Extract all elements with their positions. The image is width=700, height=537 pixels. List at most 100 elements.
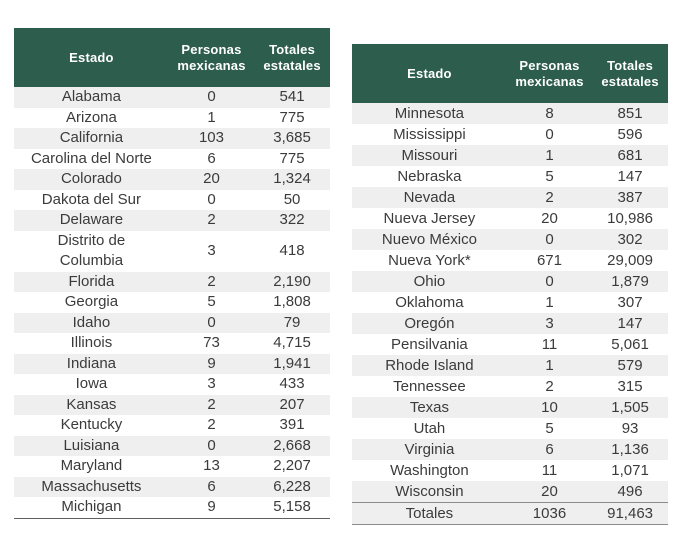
personas-mexicanas-cell: 1 <box>545 357 554 374</box>
personas-mexicanas-cell: 6 <box>207 477 216 495</box>
estado-cell: Carolina del Norte <box>30 149 152 167</box>
estado-cell: Kansas <box>66 395 117 413</box>
personas-mexicanas-cell: 1 <box>545 294 554 311</box>
table-body-right: Minnesota 8 851 Mississippi 0 596 Missouri 1 681… <box>352 103 668 525</box>
personas-mexicanas-cell: 73 <box>203 334 220 351</box>
table-row: Illinois 73 4,715 <box>14 333 330 354</box>
table-row: Pensilvania 11 5,061 <box>352 334 668 355</box>
estado-cell: Totales <box>352 502 507 525</box>
personas-mexicanas-cell: 9 <box>207 354 216 372</box>
totales-estatales-cell: 5,158 <box>254 497 330 519</box>
estado-cell: Illinois <box>70 334 113 351</box>
table-row: Alabama 0 541 <box>14 87 330 108</box>
table-row: Oklahoma 1 307 <box>352 292 668 313</box>
estado-cell: Nebraska <box>397 168 462 185</box>
estado-cell: Nueva York* <box>388 252 471 269</box>
totales-estatales-cell: 307 <box>617 294 643 311</box>
table-row: Washington 11 1,071 <box>352 460 668 481</box>
totales-estatales-cell: 541 <box>279 88 305 105</box>
header-personas-mexicanas: Personas mexicanas <box>168 28 255 87</box>
totales-estatales-cell: 302 <box>617 231 643 248</box>
personas-mexicanas-cell: 0 <box>545 231 554 248</box>
personas-mexicanas-cell: 3 <box>207 375 216 392</box>
estado-cell: Washington <box>390 462 469 479</box>
estado-cell: Pensilvania <box>391 336 468 353</box>
totales-estatales-cell: 29,009 <box>607 252 654 269</box>
personas-mexicanas-cell: 1 <box>545 147 554 164</box>
estado-cell: Ohio <box>413 273 446 290</box>
estado-cell: Wisconsin <box>395 483 464 500</box>
personas-mexicanas-cell: 0 <box>207 436 216 454</box>
personas-mexicanas-cell: 13 <box>203 457 220 474</box>
table-row: Arizona 1 775 <box>14 107 330 128</box>
estado-cell: Florida <box>68 272 115 290</box>
totales-estatales-cell: 79 <box>283 313 301 331</box>
table-row: Texas 10 1,505 <box>352 397 668 418</box>
table-row: Rhode Island 1 579 <box>352 355 668 376</box>
table-row: Oregón 3 147 <box>352 313 668 334</box>
personas-mexicanas-cell: 6 <box>207 149 216 167</box>
table-row: Tennessee 2 315 <box>352 376 668 397</box>
estado-cell: Virginia <box>404 441 455 458</box>
table-row: Florida 2 2,190 <box>14 271 330 292</box>
totales-estatales-cell: 4,715 <box>273 334 311 351</box>
totales-estatales-cell: 596 <box>617 126 643 143</box>
table-header-row: Estado Personas mexicanas Totales estata… <box>352 44 668 103</box>
personas-mexicanas-cell: 0 <box>545 126 554 143</box>
estado-cell: Kentucky <box>60 416 123 433</box>
totales-estatales-cell: 322 <box>279 211 305 228</box>
estado-cell: Tennessee <box>393 378 466 395</box>
totales-estatales-cell: 1,071 <box>611 462 649 479</box>
table-states-right: Estado Personas mexicanas Totales estata… <box>352 44 668 525</box>
totales-estatales-cell: 681 <box>617 147 643 164</box>
personas-mexicanas-cell: 0 <box>207 190 216 208</box>
table-row: Nueva Jersey 20 10,986 <box>352 208 668 229</box>
totales-estatales-cell: 91,463 <box>592 502 668 525</box>
personas-mexicanas-cell: 9 <box>168 497 255 519</box>
personas-mexicanas-cell: 0 <box>207 88 216 105</box>
header-estado: Estado <box>14 28 169 87</box>
table-row: Georgia 5 1,808 <box>14 292 330 313</box>
personas-mexicanas-cell: 1036 <box>506 502 593 525</box>
estado-cell: Nuevo México <box>381 231 477 248</box>
table-row: Delaware 2 322 <box>14 210 330 231</box>
totales-estatales-cell: 775 <box>279 149 305 167</box>
personas-mexicanas-cell: 5 <box>545 168 554 185</box>
personas-mexicanas-cell: 3 <box>207 241 216 259</box>
estado-cell: Texas <box>409 399 449 416</box>
personas-mexicanas-cell: 8 <box>545 105 554 122</box>
header-totales-estatales: Totales estatales <box>592 44 668 103</box>
personas-mexicanas-cell: 2 <box>545 189 554 206</box>
estado-cell: Indiana <box>66 354 117 372</box>
estado-cell: Alabama <box>61 88 122 105</box>
personas-mexicanas-cell: 3 <box>545 315 554 332</box>
table-row: Mississippi 0 596 <box>352 124 668 145</box>
table-row: Nevada 2 387 <box>352 187 668 208</box>
totales-estatales-cell: 851 <box>617 105 643 122</box>
totales-estatales-cell: 147 <box>617 168 643 185</box>
estado-cell: Idaho <box>72 313 111 331</box>
totales-estatales-cell: 775 <box>279 108 305 126</box>
estado-cell: Missouri <box>401 147 458 164</box>
estado-cell: Mississippi <box>393 126 466 143</box>
estado-cell: Distrito de Columbia <box>57 231 126 270</box>
personas-mexicanas-cell: 2 <box>207 395 216 413</box>
personas-mexicanas-cell: 2 <box>207 272 216 290</box>
totales-estatales-cell: 5,061 <box>611 336 649 353</box>
totales-estatales-cell: 315 <box>617 378 643 395</box>
table-row: Idaho 0 79 <box>14 312 330 333</box>
totales-estatales-cell: 2,207 <box>273 457 311 474</box>
personas-mexicanas-cell: 11 <box>541 336 558 353</box>
estado-cell: Minnesota <box>394 105 465 122</box>
totales-estatales-cell: 1,505 <box>611 399 649 416</box>
personas-mexicanas-cell: 5 <box>545 420 554 437</box>
totales-estatales-cell: 1,808 <box>273 293 311 310</box>
personas-mexicanas-cell: 20 <box>541 210 558 227</box>
personas-mexicanas-cell: 103 <box>198 129 224 146</box>
personas-mexicanas-cell: 20 <box>203 170 220 187</box>
table-row: Kentucky 2 391 <box>14 415 330 436</box>
totales-estatales-cell: 387 <box>617 189 643 206</box>
table-row: Kansas 2 207 <box>14 394 330 415</box>
totales-estatales-cell: 50 <box>283 190 301 208</box>
